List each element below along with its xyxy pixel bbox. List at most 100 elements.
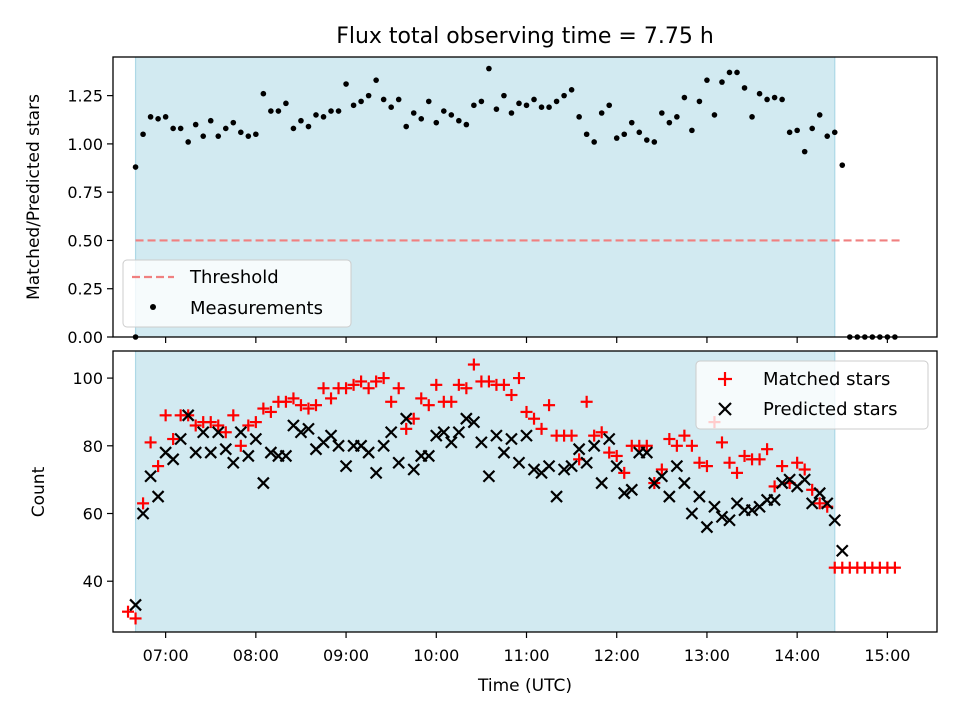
measurement-point — [425, 98, 432, 105]
measurement-point — [403, 123, 410, 130]
legend-matched-swatch — [718, 372, 732, 386]
matched-star-point — [580, 395, 593, 408]
measurement-point — [283, 100, 289, 107]
matched-star-point — [655, 463, 668, 476]
predicted-star-point — [602, 432, 616, 446]
marker-stroke — [422, 449, 436, 463]
bottom-y-axis-label: Count — [29, 466, 49, 517]
marker-stroke — [708, 500, 721, 514]
measurement-point — [298, 117, 304, 124]
matched-star-point — [528, 412, 541, 425]
matched-star-point — [204, 416, 217, 429]
marker-stroke — [783, 473, 796, 486]
matched-star-point — [370, 375, 383, 388]
predicted-star-point — [219, 442, 233, 456]
measurement-point — [260, 90, 267, 97]
matched-star-point — [189, 419, 202, 432]
predicted-star-point — [572, 442, 586, 456]
marker-stroke — [369, 466, 383, 480]
marker-stroke — [602, 432, 616, 446]
x-tick-label: 10:00 — [413, 646, 459, 665]
predicted-star-point — [422, 449, 436, 463]
bottom-y-tick-label: 80 — [83, 437, 103, 456]
measurement-point — [726, 69, 733, 76]
marker-stroke — [557, 463, 571, 476]
measurement-point — [200, 133, 207, 139]
measurement-point — [831, 129, 838, 136]
predicted-star-point — [399, 412, 413, 425]
top-y-tick-label: 1.25 — [67, 87, 103, 106]
legend-measurements-label: Measurements — [190, 298, 323, 319]
matched-star-point — [159, 409, 172, 422]
measurement-point — [320, 114, 327, 120]
matched-star-point — [279, 395, 292, 408]
measurement-point — [245, 133, 252, 139]
marker-stroke — [324, 429, 338, 442]
matched-star-point — [610, 449, 623, 462]
matched-star-point — [167, 433, 180, 446]
marker-stroke — [730, 497, 744, 510]
measurement-point — [162, 114, 169, 120]
measurement-point — [230, 119, 237, 126]
measurement-point — [185, 139, 191, 145]
matched-star-point — [317, 382, 330, 395]
measurement-point — [215, 133, 222, 139]
marker-stroke — [377, 439, 390, 453]
predicted-star-point — [392, 456, 405, 470]
legend-threshold-label: Threshold — [189, 267, 279, 288]
predicted-star-point — [505, 432, 518, 446]
matched-star-point — [227, 409, 240, 422]
matched-star-point — [520, 405, 533, 418]
marker-stroke — [129, 598, 142, 612]
measurement-point — [305, 123, 312, 130]
measurement-point — [395, 96, 402, 103]
predicted-star-point — [377, 439, 390, 453]
marker-stroke — [617, 486, 631, 500]
predicted-star-point — [196, 425, 210, 439]
measurement-point — [523, 102, 530, 109]
marker-stroke — [234, 425, 248, 439]
marker-stroke — [392, 456, 405, 470]
measurement-point — [839, 162, 846, 168]
predicted-star-point — [482, 469, 496, 483]
matched-star-point — [543, 399, 556, 412]
marker-stroke — [542, 459, 556, 473]
marker-stroke — [445, 436, 458, 449]
marker-stroke — [181, 409, 195, 422]
bottom-y-tick-label: 100 — [72, 369, 103, 388]
measurement-point — [583, 131, 590, 138]
predicted-star-point — [181, 409, 195, 422]
matched-star-point — [663, 433, 676, 446]
measurement-point — [290, 125, 297, 132]
measurement-point — [546, 104, 552, 111]
top-legend: Threshold Measurements — [122, 259, 352, 328]
measurement-point — [674, 114, 680, 120]
marker-stroke — [189, 446, 202, 459]
matched-star-point — [309, 399, 322, 412]
measurement-point — [636, 129, 643, 136]
measurement-point — [719, 79, 725, 85]
matched-star-point — [588, 429, 601, 442]
marker-stroke — [693, 490, 706, 503]
top-y-tick-label: 0.50 — [67, 231, 103, 250]
measurement-point — [170, 125, 176, 132]
matched-star-point — [242, 419, 255, 432]
matched-star-point — [723, 456, 736, 469]
marker-stroke — [678, 476, 691, 490]
matched-star-point — [415, 392, 428, 405]
matched-star-point — [678, 429, 691, 442]
top-panel: 0.00 0.25 0.50 0.75 1.00 1.25 Matched/Predict… — [24, 56, 938, 347]
legend-predicted-label: Predicted stars — [763, 399, 897, 420]
x-tick-label: 15:00 — [864, 646, 910, 665]
measurement-point — [553, 98, 560, 105]
matched-star-point — [813, 497, 826, 510]
marker-stroke — [820, 497, 834, 510]
predicted-star-point — [324, 429, 338, 442]
predicted-star-point — [362, 446, 375, 459]
predicted-star-point — [527, 463, 541, 476]
predicted-star-point — [708, 500, 721, 514]
measurement-point — [576, 114, 582, 120]
marker-stroke — [467, 415, 481, 429]
predicted-star-point — [715, 510, 729, 524]
predicted-star-point — [625, 483, 639, 497]
